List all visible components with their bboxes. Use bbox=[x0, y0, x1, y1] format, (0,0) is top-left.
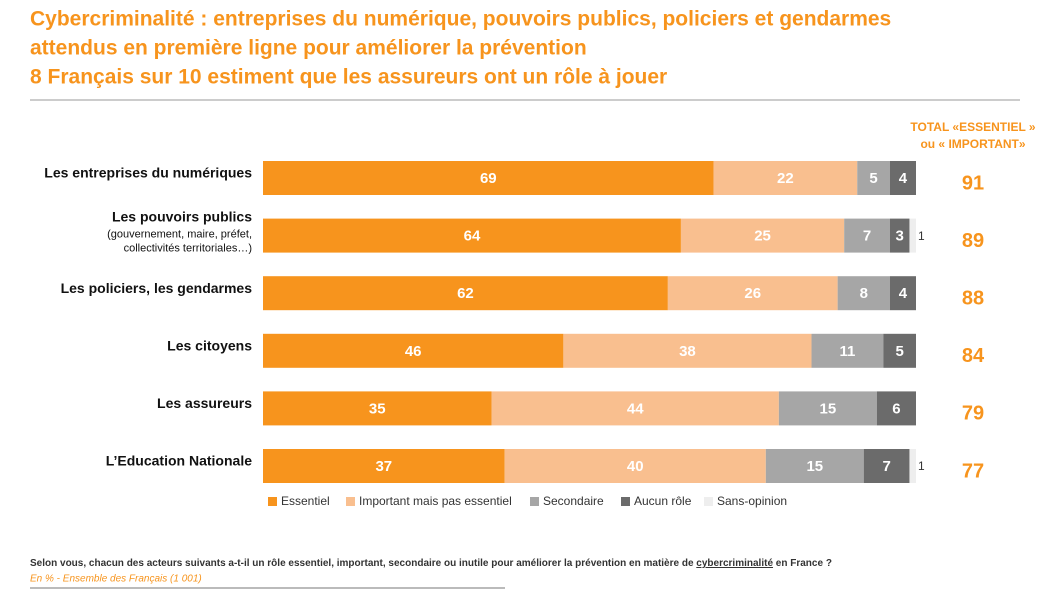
bar-segment bbox=[778, 391, 877, 426]
category-label: Les entreprises du numériques bbox=[44, 165, 252, 181]
bar-segment bbox=[857, 161, 890, 195]
title-line: Cybercriminalité : entreprises du numéri… bbox=[30, 8, 891, 31]
value-label: 26 bbox=[744, 285, 761, 302]
legend-label: Secondaire bbox=[543, 494, 604, 508]
bar-segment bbox=[491, 391, 779, 426]
legend-swatch bbox=[704, 497, 713, 506]
category-note: (gouvernement, maire, préfet, bbox=[107, 229, 252, 241]
value-label: 44 bbox=[627, 400, 644, 417]
value-label: 5 bbox=[896, 343, 904, 360]
value-label: 25 bbox=[754, 228, 771, 245]
bar-segment bbox=[563, 333, 812, 368]
legend-label: Sans-opinion bbox=[717, 494, 787, 508]
bar-segment bbox=[909, 218, 916, 253]
category-label: L’Education Nationale bbox=[106, 453, 252, 469]
total-header: ou « IMPORTANT» bbox=[920, 137, 1025, 151]
bar-segment bbox=[504, 449, 766, 483]
category-label: Les pouvoirs publics bbox=[112, 208, 252, 224]
value-label: 22 bbox=[777, 170, 794, 187]
legend-swatch bbox=[530, 497, 539, 506]
total-value: 89 bbox=[962, 230, 984, 252]
value-label: 40 bbox=[627, 458, 644, 475]
value-label: 15 bbox=[820, 400, 837, 417]
bar-segment bbox=[844, 218, 890, 253]
legend-label: Essentiel bbox=[281, 494, 330, 508]
value-label: 46 bbox=[405, 343, 422, 360]
legend-label: Important mais pas essentiel bbox=[359, 494, 512, 508]
question-part: Selon vous, chacun des acteurs suivants … bbox=[30, 558, 696, 569]
bar-segment bbox=[263, 449, 505, 483]
value-label: 1 bbox=[918, 229, 925, 243]
value-label: 1 bbox=[918, 459, 925, 473]
legend-swatch bbox=[346, 497, 355, 506]
value-label: 64 bbox=[464, 228, 481, 245]
value-label: 37 bbox=[375, 458, 392, 475]
question-part: cybercriminalité bbox=[696, 558, 773, 569]
bar-segment bbox=[863, 449, 910, 483]
total-value: 77 bbox=[962, 460, 984, 482]
bar-segment bbox=[811, 333, 884, 368]
value-label: 7 bbox=[863, 228, 871, 245]
bar-segment bbox=[680, 218, 845, 253]
total-value: 91 bbox=[962, 172, 984, 194]
value-label: 62 bbox=[457, 285, 474, 302]
bar-segment bbox=[909, 449, 916, 483]
bar-segment bbox=[263, 276, 668, 311]
value-label: 6 bbox=[892, 400, 900, 417]
question: Selon vous, chacun des acteurs suivants … bbox=[30, 558, 832, 569]
value-label: 7 bbox=[882, 458, 890, 475]
total-header: TOTAL «ESSENTIEL » bbox=[910, 120, 1035, 134]
total-value: 88 bbox=[962, 287, 984, 309]
value-label: 8 bbox=[860, 285, 868, 302]
value-label: 35 bbox=[369, 400, 386, 417]
legend-swatch bbox=[268, 497, 277, 506]
bar-segment bbox=[263, 333, 564, 368]
title-line: attendus en première ligne pour améliore… bbox=[30, 37, 587, 60]
value-label: 15 bbox=[806, 458, 823, 475]
bar-segment bbox=[837, 276, 890, 311]
bar-segment bbox=[876, 391, 916, 426]
total-value: 84 bbox=[962, 345, 985, 367]
category-note: collectivités territoriales…) bbox=[124, 243, 252, 255]
value-label: 69 bbox=[480, 170, 497, 187]
value-label: 3 bbox=[896, 228, 904, 245]
category-label: Les assureurs bbox=[157, 395, 252, 411]
bar-segment bbox=[765, 449, 864, 483]
bar-segment bbox=[883, 333, 916, 368]
value-label: 4 bbox=[899, 285, 908, 302]
category-label: Les citoyens bbox=[167, 338, 252, 354]
bar-segment bbox=[263, 161, 714, 195]
question-part: en France ? bbox=[773, 558, 832, 569]
bar-segment bbox=[889, 218, 910, 253]
total-value: 79 bbox=[962, 403, 984, 425]
category-label: Les policiers, les gendarmes bbox=[61, 280, 253, 296]
bar-segment bbox=[889, 161, 916, 195]
value-label: 4 bbox=[899, 170, 908, 187]
title-line: 8 Français sur 10 estiment que les assur… bbox=[30, 66, 667, 89]
legend-swatch bbox=[621, 497, 630, 506]
bar-segment bbox=[667, 276, 838, 311]
value-label: 38 bbox=[679, 343, 696, 360]
base-note: En % - Ensemble des Français (1 001) bbox=[30, 574, 202, 585]
bar-segment bbox=[263, 218, 681, 253]
value-label: 11 bbox=[840, 343, 856, 360]
bar-segment bbox=[713, 161, 858, 195]
legend-label: Aucun rôle bbox=[634, 494, 692, 508]
bar-segment bbox=[263, 391, 492, 426]
value-label: 5 bbox=[869, 170, 877, 187]
bar-segment bbox=[889, 276, 916, 311]
